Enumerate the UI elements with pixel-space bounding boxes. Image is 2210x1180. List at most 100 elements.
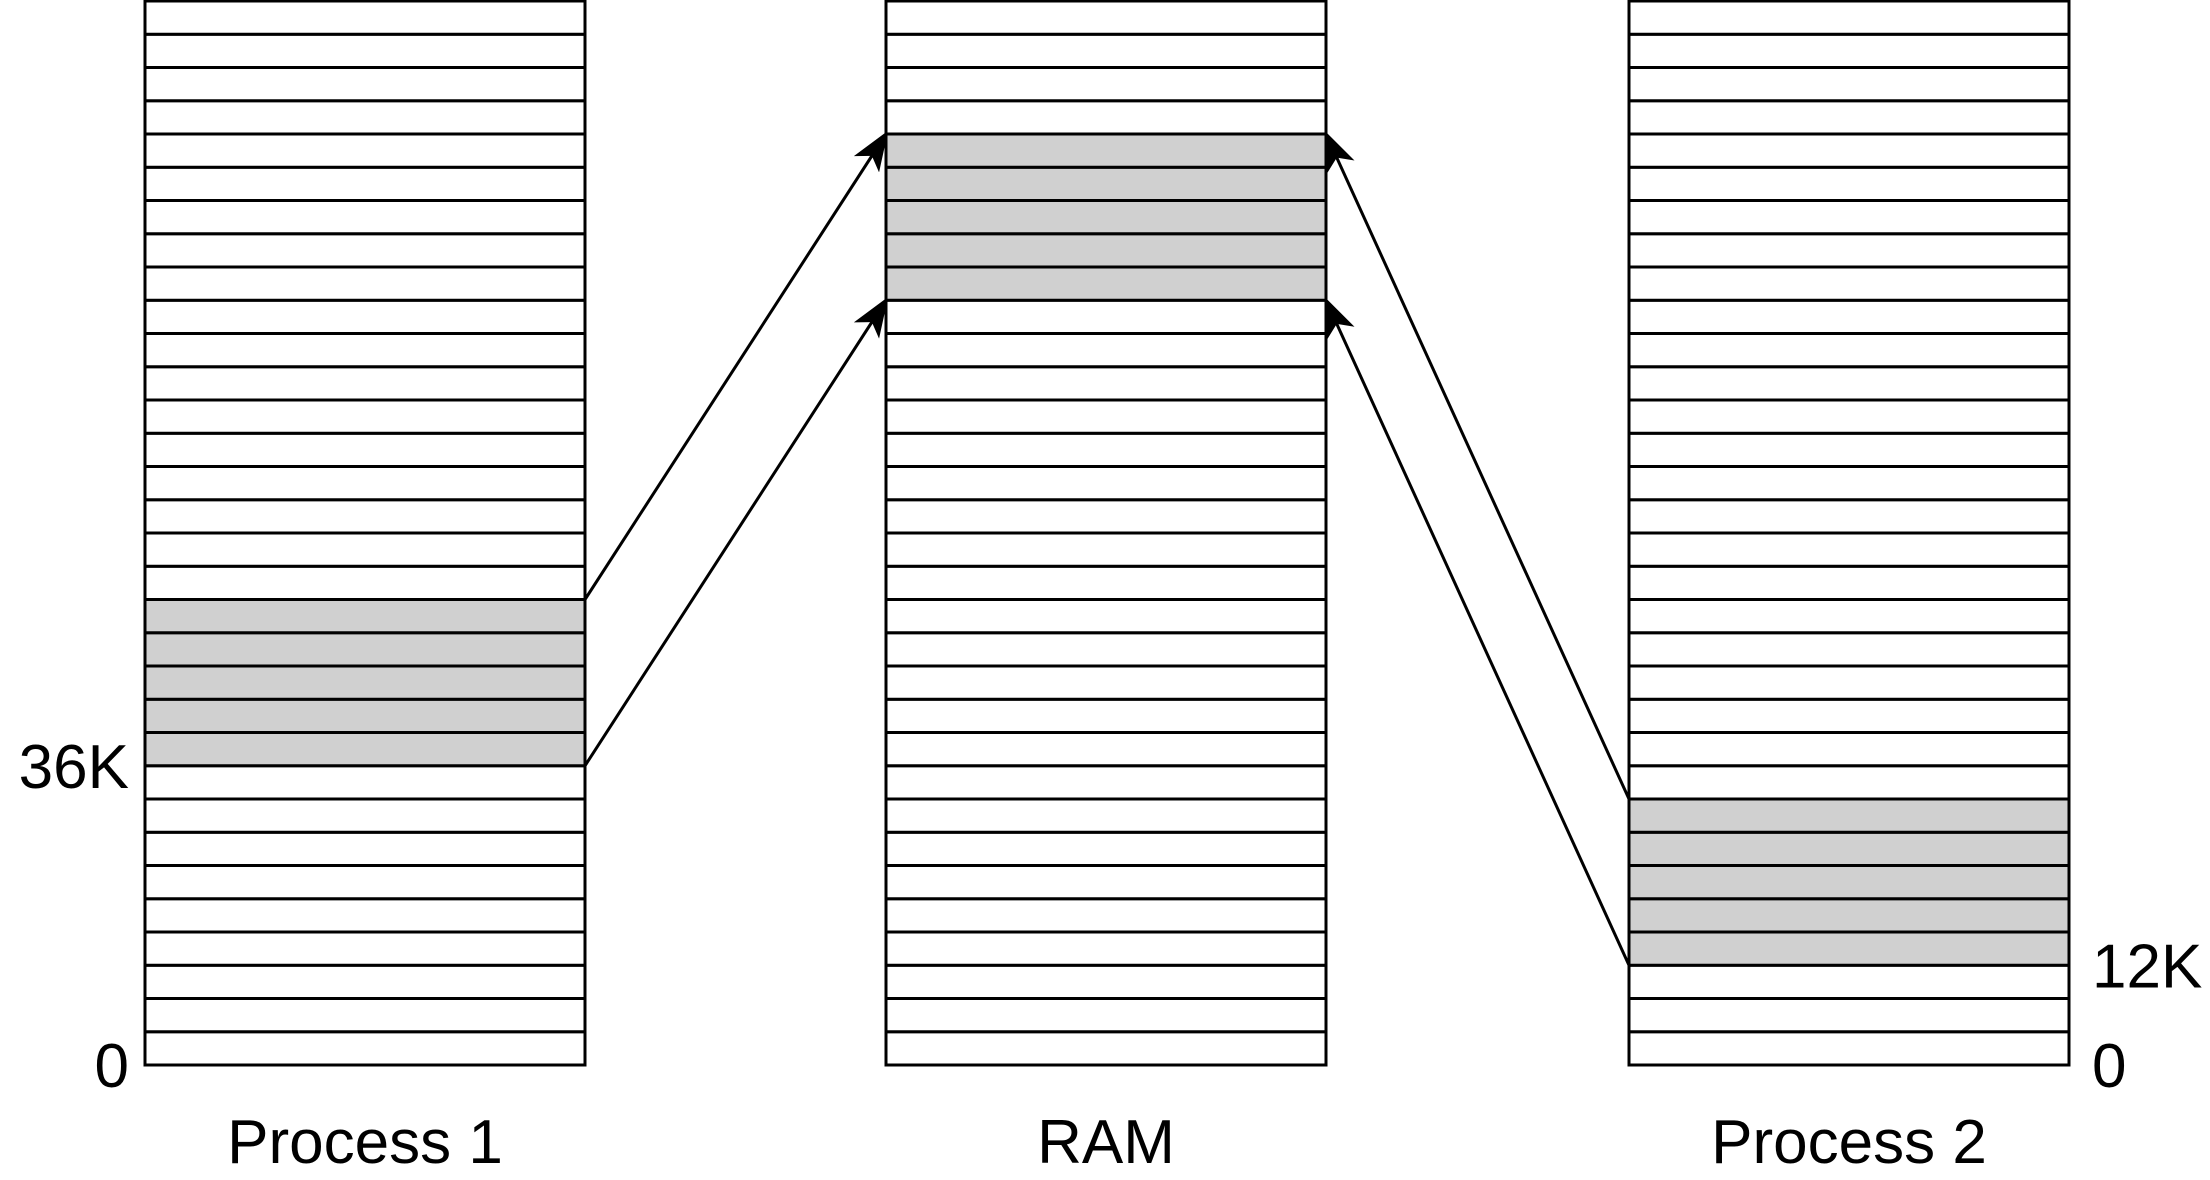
shared-page-slot: [143, 664, 587, 701]
address-label: 0: [2092, 1032, 2126, 1101]
shared-page-slot: [143, 731, 587, 768]
memory-slot: [884, 298, 1328, 335]
memory-slot: [143, 332, 587, 369]
memory-slot: [884, 498, 1328, 535]
shared-page-slot: [884, 199, 1328, 236]
memory-slot: [143, 398, 587, 435]
memory-slot: [143, 830, 587, 867]
memory-slot: [1627, 1030, 2071, 1067]
memory-slot: [884, 764, 1328, 801]
memory-slot: [884, 531, 1328, 568]
memory-slot: [884, 830, 1328, 867]
memory-slot: [1627, 598, 2071, 635]
memory-slot: [1627, 531, 2071, 568]
memory-slot: [884, 731, 1328, 768]
shared-page-slot: [884, 132, 1328, 169]
shared-page-slot: [1627, 830, 2071, 867]
ram-label: RAM: [1037, 1108, 1175, 1177]
memory-slot: [143, 232, 587, 269]
memory-slot: [884, 32, 1328, 69]
memory-slot: [143, 930, 587, 967]
memory-slot: [884, 398, 1328, 435]
memory-slot: [143, 897, 587, 934]
memory-slot: [1627, 498, 2071, 535]
memory-slot: [1627, 631, 2071, 668]
memory-slot: [143, 764, 587, 801]
memory-slot: [884, 1030, 1328, 1067]
memory-slot: [1627, 697, 2071, 734]
memory-slot: [884, 997, 1328, 1034]
memory-columns: Process 1 36K 0 RAM Process 2 12K 0: [19, 0, 2202, 1177]
memory-slot: [884, 0, 1328, 36]
memory-slot: [884, 365, 1328, 402]
memory-slot: [884, 930, 1328, 967]
memory-slot: [1627, 431, 2071, 468]
memory-slot: [884, 697, 1328, 734]
shared-page-slot: [143, 697, 587, 734]
memory-slot: [143, 997, 587, 1034]
shared-page-slot: [1627, 864, 2071, 901]
memory-slot: [143, 199, 587, 236]
memory-slot: [884, 598, 1328, 635]
memory-slot: [143, 99, 587, 136]
memory-slot: [1627, 398, 2071, 435]
memory-slot: [1627, 731, 2071, 768]
memory-slot: [1627, 997, 2071, 1034]
memory-slot: [884, 631, 1328, 668]
process-2-label: Process 2: [1711, 1108, 1987, 1177]
address-label: 36K: [19, 733, 129, 802]
memory-slot: [143, 165, 587, 202]
memory-slot: [1627, 332, 2071, 369]
memory-slot: [143, 32, 587, 69]
memory-slot: [1627, 199, 2071, 236]
shared-page-slot: [884, 232, 1328, 269]
memory-slot: [884, 664, 1328, 701]
memory-slot: [1627, 66, 2071, 103]
memory-slot: [884, 465, 1328, 502]
address-label: 12K: [2092, 932, 2202, 1001]
process-1-label: Process 1: [227, 1108, 503, 1177]
mapping-arrow: [1324, 130, 1631, 800]
memory-slot: [884, 66, 1328, 103]
shared-page-slot: [884, 265, 1328, 302]
mapping-arrow: [583, 296, 889, 767]
shared-page-slot: [143, 598, 587, 635]
memory-slot: [143, 66, 587, 103]
memory-slot: [1627, 465, 2071, 502]
shared-page-slot: [1627, 897, 2071, 934]
mapping-arrow: [583, 130, 889, 601]
memory-slot: [143, 498, 587, 535]
memory-slot: [1627, 298, 2071, 335]
memory-slot: [1627, 132, 2071, 169]
memory-slot: [143, 465, 587, 502]
memory-slot: [143, 298, 587, 335]
memory-slot: [1627, 764, 2071, 801]
memory-slot: [143, 1030, 587, 1067]
mapping-arrow: [1324, 296, 1631, 966]
memory-slot: [884, 332, 1328, 369]
memory-slot: [143, 431, 587, 468]
memory-slot: [1627, 265, 2071, 302]
process-1-column: Process 1 36K 0: [19, 0, 587, 1177]
memory-slot: [884, 431, 1328, 468]
shared-page-slot: [1627, 930, 2071, 967]
shared-page-slot: [1627, 797, 2071, 834]
memory-slot: [143, 132, 587, 169]
memory-slot: [1627, 0, 2071, 36]
memory-slot: [143, 797, 587, 834]
memory-slot: [1627, 664, 2071, 701]
shared-page-slot: [884, 165, 1328, 202]
page-mappings: [583, 130, 1631, 966]
memory-slot: [143, 531, 587, 568]
memory-slot: [1627, 165, 2071, 202]
memory-slot: [143, 365, 587, 402]
memory-slot: [1627, 564, 2071, 601]
memory-slot: [143, 963, 587, 1000]
memory-slot: [1627, 963, 2071, 1000]
memory-slot: [1627, 232, 2071, 269]
address-label: 0: [95, 1032, 129, 1101]
memory-slot: [1627, 32, 2071, 69]
memory-slot: [143, 265, 587, 302]
ram-column: RAM: [884, 0, 1328, 1177]
